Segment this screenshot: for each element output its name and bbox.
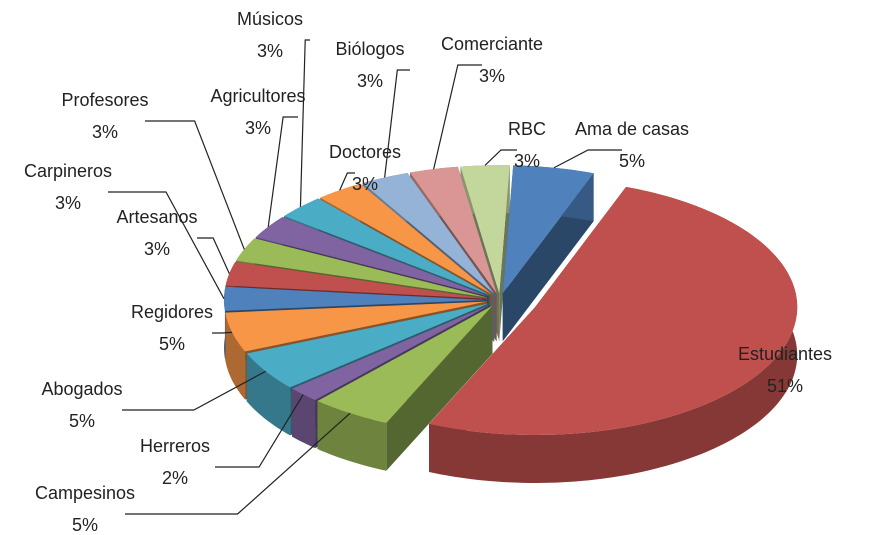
leader-line (339, 172, 355, 191)
leader-line (197, 237, 230, 274)
category-label: Músicos (237, 9, 303, 29)
value-label: 5% (69, 411, 95, 431)
value-label: 5% (159, 334, 185, 354)
category-label: Agricultores (210, 86, 305, 106)
leader-line (484, 149, 517, 166)
value-label: 3% (357, 71, 383, 91)
slice-side (317, 401, 387, 471)
category-label: Herreros (140, 436, 210, 456)
leader-line (553, 149, 622, 169)
leader-line (384, 69, 410, 178)
category-label: Campesinos (35, 483, 135, 503)
leader-line (122, 370, 266, 411)
slice-top (410, 166, 497, 294)
leader-line (125, 412, 351, 515)
value-label: 3% (479, 66, 505, 86)
slice-top (236, 238, 488, 298)
category-label: Biólogos (335, 39, 404, 59)
value-label: 3% (144, 239, 170, 259)
slice-side (429, 186, 798, 483)
slice-top (320, 183, 492, 295)
slice-top (284, 198, 490, 296)
category-label: Profesores (61, 90, 148, 110)
category-label: Comerciante (441, 34, 543, 54)
category-label: Carpineros (24, 161, 112, 181)
value-label: 51% (767, 376, 803, 396)
slice-top (224, 286, 487, 311)
value-label: 3% (257, 41, 283, 61)
leader-line (433, 64, 482, 170)
slice-top (362, 172, 495, 294)
value-label: 5% (619, 151, 645, 171)
value-label: 3% (352, 174, 378, 194)
slice-top (225, 261, 487, 299)
category-label: Abogados (41, 379, 122, 399)
tops (224, 165, 798, 435)
labels: Ama de casas 5% Estudiantes 51% Campesinos 5%… (24, 9, 832, 535)
slice-top (246, 303, 489, 388)
value-label: 3% (92, 122, 118, 142)
leader-line (108, 191, 225, 300)
slice-top (429, 186, 798, 435)
category-label: Doctores (329, 142, 401, 162)
slice-side (225, 312, 246, 400)
leader-line (212, 331, 233, 334)
value-label: 2% (162, 468, 188, 488)
leader-line (267, 116, 298, 227)
slice-top (255, 216, 489, 297)
category-label: Artesanos (116, 207, 197, 227)
slice-top (460, 165, 510, 294)
category-label: Regidores (131, 302, 213, 322)
slice-top (317, 305, 493, 423)
value-label: 3% (55, 193, 81, 213)
leader-line (299, 39, 310, 207)
category-label: Estudiantes (738, 344, 832, 364)
slice-side (246, 353, 291, 436)
slice-top (292, 304, 491, 401)
leader-line (145, 120, 245, 250)
value-label: 5% (72, 515, 98, 535)
slice-top (225, 301, 487, 352)
slice-top (502, 165, 594, 294)
category-label: RBC (508, 119, 546, 139)
leader-line (215, 394, 304, 468)
value-label: 3% (514, 151, 540, 171)
value-label: 3% (245, 118, 271, 138)
category-label: Ama de casas (575, 119, 689, 139)
